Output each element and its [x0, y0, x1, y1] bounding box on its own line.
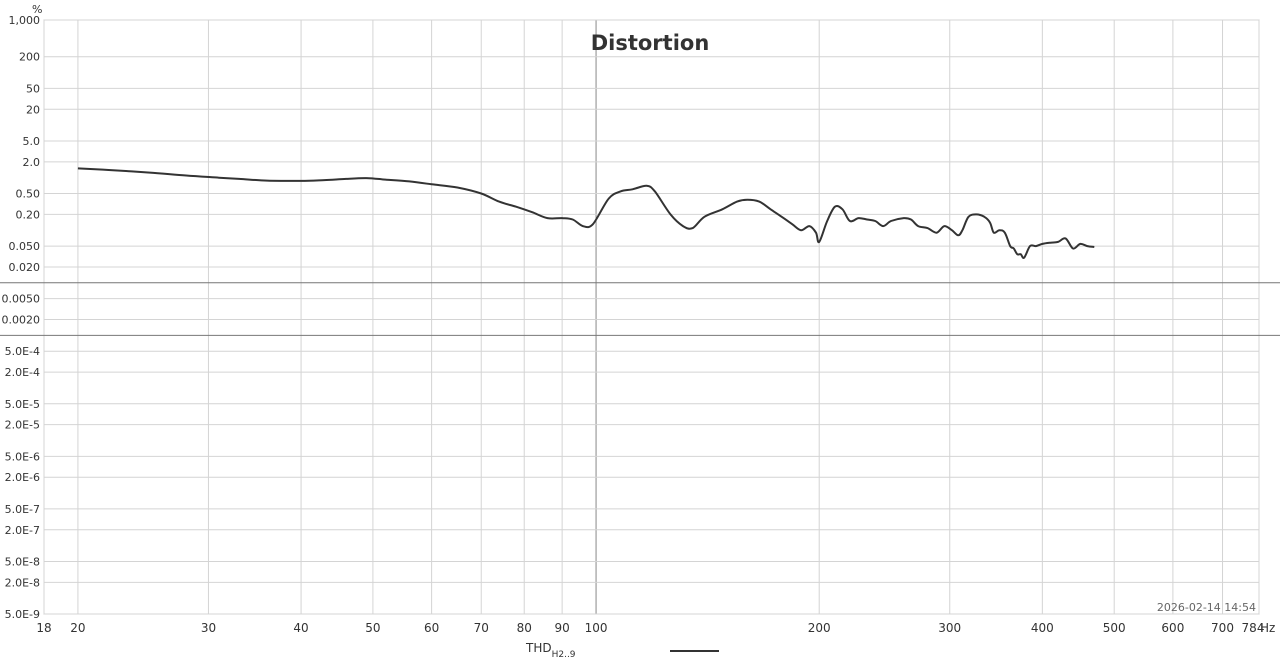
- x-tick-label: 200: [808, 621, 831, 635]
- x-tick-label: 600: [1161, 621, 1184, 635]
- y-tick-label: 0.0020: [2, 314, 41, 327]
- y-tick-label: 5.0E-6: [5, 450, 40, 463]
- y-tick-label: 5.0: [23, 135, 41, 148]
- x-tick-label: 20: [70, 621, 85, 635]
- y-tick-label: 2.0E-8: [5, 576, 40, 589]
- grid: [0, 19, 1280, 615]
- x-tick-label: 30: [201, 621, 216, 635]
- timestamp: 2026-02-14 14:54: [1157, 601, 1256, 614]
- svg-text:THDH2..9: THDH2..9: [525, 641, 576, 660]
- chart-title: Distortion: [591, 31, 710, 55]
- legend-series-name: THD: [525, 641, 552, 655]
- x-tick-label: 300: [938, 621, 961, 635]
- y-tick-label: 5.0E-9: [5, 608, 40, 621]
- y-tick-label: 5.0E-5: [5, 398, 40, 411]
- y-tick-label: 2.0E-5: [5, 419, 40, 432]
- x-tick-label: 784: [1242, 621, 1265, 635]
- x-tick-label: 60: [424, 621, 439, 635]
- y-tick-label: 0.20: [16, 208, 41, 221]
- y-tick-label: 200: [19, 51, 40, 64]
- y-tick-label: 0.0050: [2, 293, 41, 306]
- y-tick-label: 1,000: [9, 14, 41, 27]
- y-tick-label: 0.050: [9, 240, 41, 253]
- y-unit-label: %: [32, 3, 42, 16]
- y-tick-label: 0.50: [16, 188, 41, 201]
- x-tick-label: 80: [517, 621, 532, 635]
- x-tick-label: 70: [474, 621, 489, 635]
- y-tick-label: 2.0E-6: [5, 471, 40, 484]
- y-tick-label: 5.0E-7: [5, 503, 40, 516]
- y-tick-label: 5.0E-4: [5, 345, 40, 358]
- y-tick-label: 2.0: [23, 156, 41, 169]
- y-tick-labels: 1,000 200 50 20 5.0 2.0 0.50 0.20 0.050 0.020 0.00…: [2, 14, 41, 621]
- x-tick-label: 700: [1211, 621, 1234, 635]
- y-tick-label: 2.0E-4: [5, 366, 40, 379]
- series-layer: [77, 167, 1095, 259]
- legend-series-subscript: H2..9: [552, 650, 576, 660]
- y-tick-label: 50: [26, 82, 40, 95]
- x-tick-labels: 18 20 30 40 50 60 70 80 90 100 200 300 400 500 600 700 7…: [36, 621, 1264, 635]
- x-tick-label: 90: [554, 621, 569, 635]
- x-tick-label: 40: [293, 621, 308, 635]
- x-tick-label: 400: [1031, 621, 1054, 635]
- x-tick-label: 500: [1103, 621, 1126, 635]
- y-tick-label: 20: [26, 103, 40, 116]
- y-tick-label: 0.020: [9, 261, 41, 274]
- x-tick-label: 100: [585, 621, 608, 635]
- y-tick-label: 5.0E-8: [5, 555, 40, 568]
- series-line-thd: [77, 167, 1095, 259]
- x-unit-label: Hz: [1260, 621, 1275, 635]
- legend: THDH2..9: [525, 641, 719, 660]
- y-tick-label: 2.0E-7: [5, 524, 40, 537]
- x-tick-label: 18: [36, 621, 51, 635]
- x-tick-label: 50: [365, 621, 380, 635]
